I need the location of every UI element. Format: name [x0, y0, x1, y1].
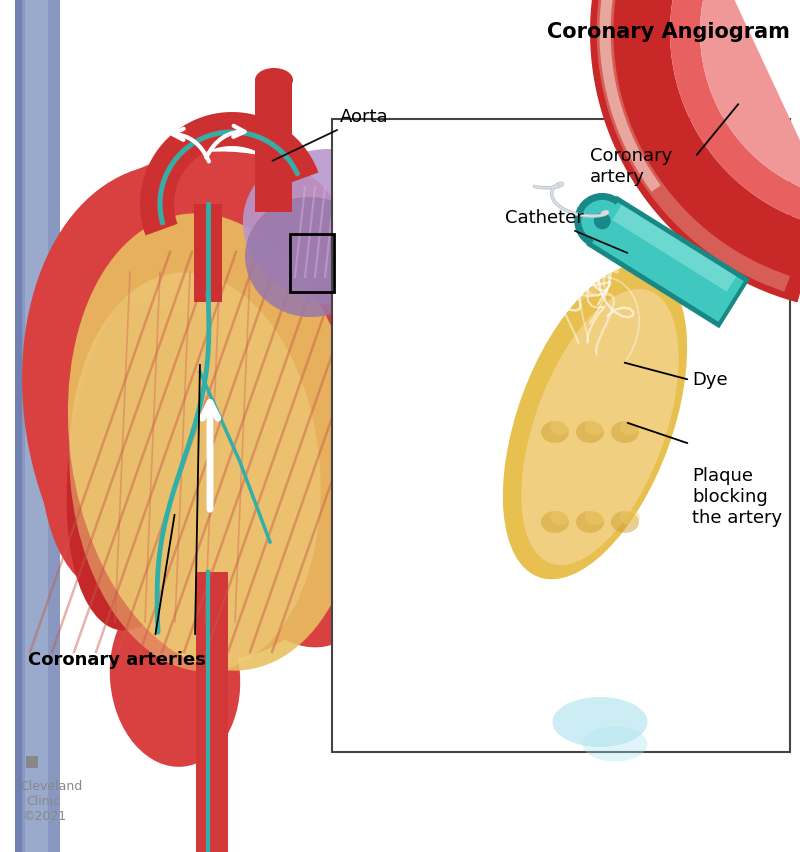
- Ellipse shape: [611, 511, 639, 533]
- Polygon shape: [140, 112, 318, 235]
- Text: Aorta: Aorta: [273, 108, 389, 161]
- Polygon shape: [590, 0, 800, 302]
- Ellipse shape: [22, 164, 368, 660]
- Ellipse shape: [576, 511, 604, 533]
- Ellipse shape: [550, 509, 570, 525]
- Ellipse shape: [172, 277, 388, 648]
- Ellipse shape: [576, 421, 604, 443]
- Bar: [592, 202, 744, 322]
- Text: Coronary Angiogram: Coronary Angiogram: [547, 22, 790, 42]
- Bar: [29, 759, 38, 768]
- Text: Coronary
artery: Coronary artery: [590, 147, 672, 186]
- Polygon shape: [194, 204, 222, 302]
- Ellipse shape: [541, 511, 569, 533]
- Ellipse shape: [594, 212, 610, 229]
- Ellipse shape: [553, 697, 647, 747]
- Ellipse shape: [68, 213, 362, 671]
- Ellipse shape: [522, 289, 678, 565]
- Ellipse shape: [611, 421, 639, 443]
- Ellipse shape: [532, 221, 612, 301]
- Ellipse shape: [574, 193, 630, 249]
- Ellipse shape: [620, 419, 640, 435]
- Ellipse shape: [255, 68, 293, 92]
- Bar: [612, 204, 736, 291]
- Polygon shape: [255, 82, 292, 212]
- Ellipse shape: [70, 273, 321, 671]
- Ellipse shape: [620, 509, 640, 525]
- Ellipse shape: [585, 419, 605, 435]
- Polygon shape: [15, 0, 60, 852]
- Bar: [26, 759, 35, 768]
- Polygon shape: [670, 0, 800, 225]
- Ellipse shape: [582, 200, 623, 242]
- Ellipse shape: [110, 587, 240, 767]
- Bar: [29, 756, 38, 765]
- Ellipse shape: [541, 421, 569, 443]
- Text: Cleveland: Cleveland: [20, 780, 82, 793]
- Bar: [587, 197, 749, 327]
- Text: Plaque
blocking
the artery: Plaque blocking the artery: [692, 467, 782, 527]
- Ellipse shape: [585, 509, 605, 525]
- Bar: [290, 234, 334, 292]
- Ellipse shape: [550, 419, 570, 435]
- Polygon shape: [196, 572, 228, 852]
- Ellipse shape: [80, 152, 340, 313]
- Bar: [26, 756, 35, 765]
- Text: Coronary arteries: Coronary arteries: [28, 651, 206, 669]
- Polygon shape: [196, 572, 228, 852]
- Polygon shape: [25, 0, 48, 852]
- Ellipse shape: [243, 149, 427, 305]
- Text: Clinic: Clinic: [26, 795, 60, 808]
- Text: Dye: Dye: [692, 371, 728, 389]
- Bar: [332, 119, 790, 752]
- Text: Catheter: Catheter: [505, 209, 627, 253]
- Ellipse shape: [503, 265, 687, 579]
- Text: ©2021: ©2021: [22, 810, 66, 823]
- Polygon shape: [15, 0, 22, 852]
- Ellipse shape: [582, 727, 647, 762]
- Ellipse shape: [39, 252, 201, 591]
- Ellipse shape: [245, 197, 375, 317]
- Ellipse shape: [66, 273, 223, 630]
- Polygon shape: [700, 0, 800, 196]
